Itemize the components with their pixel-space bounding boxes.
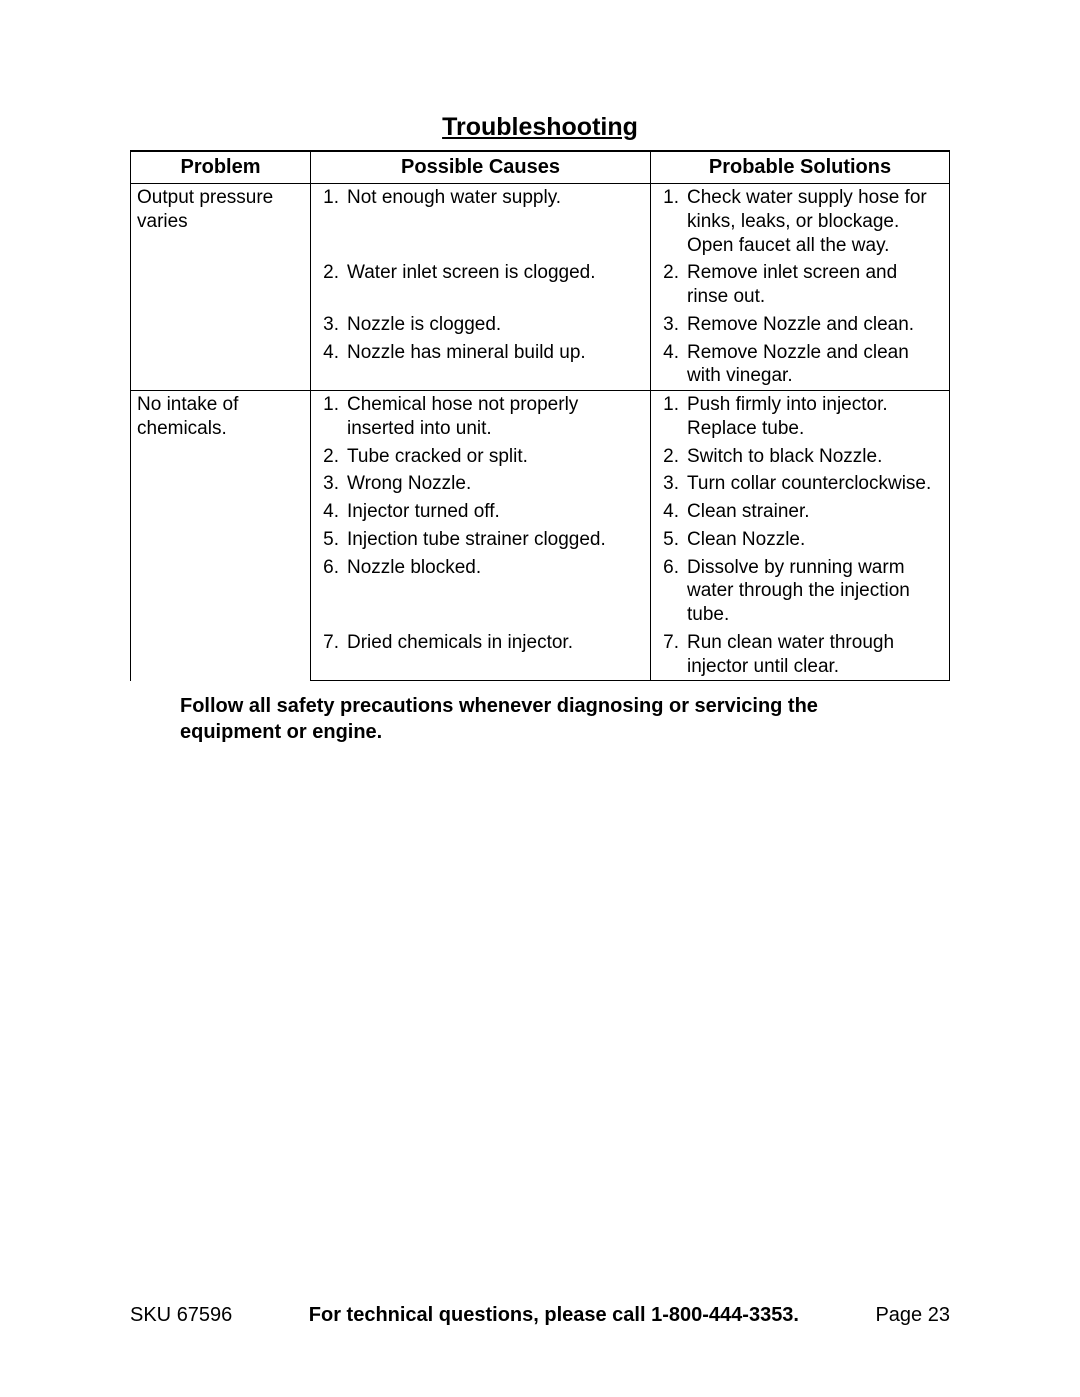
sku-label: SKU (130, 1304, 171, 1326)
safety-note: Follow all safety precautions whenever d… (180, 693, 880, 745)
solution-cell: 5.Clean Nozzle. (651, 526, 950, 554)
solution-cell: 1.Push firmly into injector. Replace tub… (651, 391, 950, 443)
solution-cell: 2.Remove inlet screen and rinse out. (651, 259, 950, 311)
page-number: 23 (928, 1304, 950, 1326)
cause-cell: 1.Chemical hose not properly inserted in… (311, 391, 651, 443)
cause-cell: 4.Injector turned off. (311, 498, 651, 526)
cause-cell: 6.Nozzle blocked. (311, 554, 651, 629)
cause-cell: 5.Injection tube strainer clogged. (311, 526, 651, 554)
header-problem: Problem (131, 151, 311, 184)
solution-cell: 6.Dissolve by running warm water through… (651, 554, 950, 629)
solution-cell: 3.Turn collar counterclockwise. (651, 470, 950, 498)
cause-cell: 2.Water inlet screen is clogged. (311, 259, 651, 311)
solution-cell: 4.Clean strainer. (651, 498, 950, 526)
header-causes: Possible Causes (311, 151, 651, 184)
page-label: Page (875, 1304, 922, 1326)
cause-cell: 3.Wrong Nozzle. (311, 470, 651, 498)
page: Troubleshooting Problem Possible Causes … (0, 0, 1080, 1397)
problem-cell: Output pressure varies (131, 184, 311, 391)
table-header-row: Problem Possible Causes Probable Solutio… (131, 151, 950, 184)
footer-page: Page 23 (875, 1304, 950, 1327)
cause-cell: 1.Not enough water supply. (311, 184, 651, 260)
cause-cell: 3.Nozzle is clogged. (311, 311, 651, 339)
problem-cell: No intake of chemicals. (131, 391, 311, 681)
solution-cell: 4.Remove Nozzle and clean with vinegar. (651, 339, 950, 391)
page-footer: SKU 67596 For technical questions, pleas… (0, 1304, 1080, 1327)
page-title: Troubleshooting (130, 113, 950, 142)
table-row: Output pressure varies 1.Not enough wate… (131, 184, 950, 260)
header-solutions: Probable Solutions (651, 151, 950, 184)
cause-cell: 2.Tube cracked or split. (311, 443, 651, 471)
footer-sku: SKU 67596 (130, 1304, 232, 1327)
cause-cell: 7.Dried chemicals in injector. (311, 629, 651, 681)
solution-cell: 7.Run clean water through injector until… (651, 629, 950, 681)
table-row: No intake of chemicals. 1.Chemical hose … (131, 391, 950, 443)
solution-cell: 1.Check water supply hose for kinks, lea… (651, 184, 950, 260)
cause-cell: 4.Nozzle has mineral build up. (311, 339, 651, 391)
footer-contact: For technical questions, please call 1-8… (232, 1304, 875, 1327)
troubleshooting-table: Problem Possible Causes Probable Solutio… (130, 150, 950, 681)
solution-cell: 2.Switch to black Nozzle. (651, 443, 950, 471)
sku-value: 67596 (177, 1304, 233, 1326)
solution-cell: 3.Remove Nozzle and clean. (651, 311, 950, 339)
